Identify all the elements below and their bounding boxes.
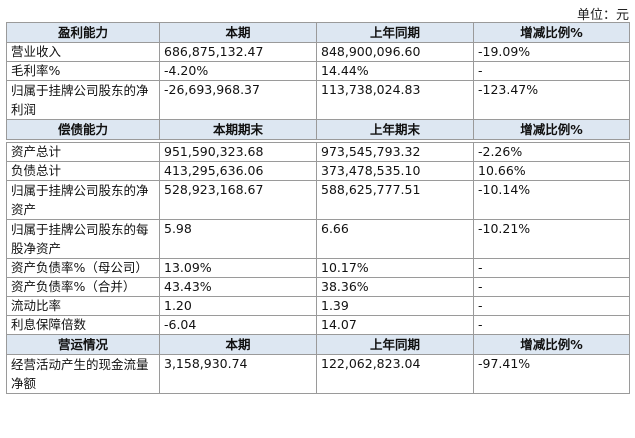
- row-label: 负债总计: [6, 161, 160, 181]
- cell-value: -: [473, 258, 630, 278]
- cell-value: 6.66: [316, 219, 474, 259]
- cell-value: 1.39: [316, 296, 474, 316]
- solvency-header-row: 偿债能力 本期期末 上年期末 增减比例%: [6, 119, 630, 140]
- column-header-prior-period: 上年同期: [316, 334, 474, 355]
- cell-value: -19.09%: [473, 42, 630, 62]
- row-label: 经营活动产生的现金流量净额: [6, 354, 160, 394]
- column-header-prior-year-end: 上年期末: [316, 119, 474, 140]
- operations-header-row: 营运情况 本期 上年同期 增减比例%: [6, 334, 630, 355]
- cell-value: 38.36%: [316, 277, 474, 297]
- table-row: 经营活动产生的现金流量净额 3,158,930.74 122,062,823.0…: [6, 354, 630, 394]
- cell-value: 10.66%: [473, 161, 630, 181]
- row-label: 归属于挂牌公司股东的净资产: [6, 180, 160, 220]
- cell-value: -: [473, 277, 630, 297]
- cell-value: 373,478,535.10: [316, 161, 474, 181]
- table-row: 利息保障倍数 -6.04 14.07 -: [6, 315, 630, 335]
- table-row: 归属于挂牌公司股东的每股净资产 5.98 6.66 -10.21%: [6, 219, 630, 259]
- cell-value: 113,738,024.83: [316, 80, 474, 120]
- table-row: 流动比率 1.20 1.39 -: [6, 296, 630, 316]
- cell-value: 973,545,793.32: [316, 142, 474, 162]
- row-label: 营业收入: [6, 42, 160, 62]
- table-row: 负债总计 413,295,636.06 373,478,535.10 10.66…: [6, 161, 630, 181]
- column-header-current-period: 本期: [159, 22, 317, 43]
- cell-value: 5.98: [159, 219, 317, 259]
- row-label: 毛利率%: [6, 61, 160, 81]
- row-label: 归属于挂牌公司股东的净利润: [6, 80, 160, 120]
- cell-value: 10.17%: [316, 258, 474, 278]
- cell-value: 951,590,323.68: [159, 142, 317, 162]
- row-label: 流动比率: [6, 296, 160, 316]
- cell-value: -97.41%: [473, 354, 630, 394]
- cell-value: 13.09%: [159, 258, 317, 278]
- cell-value: -6.04: [159, 315, 317, 335]
- cell-value: -123.47%: [473, 80, 630, 120]
- cell-value: -10.21%: [473, 219, 630, 259]
- cell-value: 686,875,132.47: [159, 42, 317, 62]
- financial-summary-table: 盈利能力 本期 上年同期 增减比例% 营业收入 686,875,132.47 8…: [6, 22, 630, 394]
- cell-value: -10.14%: [473, 180, 630, 220]
- table-row: 营业收入 686,875,132.47 848,900,096.60 -19.0…: [6, 42, 630, 62]
- cell-value: 14.44%: [316, 61, 474, 81]
- row-label: 资产总计: [6, 142, 160, 162]
- row-label: 利息保障倍数: [6, 315, 160, 335]
- table-row: 资产总计 951,590,323.68 973,545,793.32 -2.26…: [6, 142, 630, 162]
- column-header-current-period: 本期: [159, 334, 317, 355]
- row-label: 资产负债率%（母公司）: [6, 258, 160, 278]
- table-row: 归属于挂牌公司股东的净利润 -26,693,968.37 113,738,024…: [6, 80, 630, 120]
- cell-value: -2.26%: [473, 142, 630, 162]
- cell-value: 413,295,636.06: [159, 161, 317, 181]
- solvency-header-label: 偿债能力: [6, 119, 160, 140]
- cell-value: 588,625,777.51: [316, 180, 474, 220]
- row-label: 资产负债率%（合并）: [6, 277, 160, 297]
- cell-value: -4.20%: [159, 61, 317, 81]
- cell-value: 122,062,823.04: [316, 354, 474, 394]
- table-row: 资产负债率%（合并） 43.43% 38.36% -: [6, 277, 630, 297]
- column-header-period-end: 本期期末: [159, 119, 317, 140]
- column-header-change-pct: 增减比例%: [473, 119, 630, 140]
- cell-value: 14.07: [316, 315, 474, 335]
- cell-value: 848,900,096.60: [316, 42, 474, 62]
- table-row: 毛利率% -4.20% 14.44% -: [6, 61, 630, 81]
- cell-value: -: [473, 315, 630, 335]
- cell-value: -: [473, 61, 630, 81]
- table-row: 资产负债率%（母公司） 13.09% 10.17% -: [6, 258, 630, 278]
- cell-value: 528,923,168.67: [159, 180, 317, 220]
- profitability-header-label: 盈利能力: [6, 22, 160, 43]
- cell-value: 1.20: [159, 296, 317, 316]
- profitability-header-row: 盈利能力 本期 上年同期 增减比例%: [6, 22, 630, 43]
- unit-label: 单位：元: [576, 8, 629, 23]
- cell-value: -: [473, 296, 630, 316]
- column-header-change-pct: 增减比例%: [473, 22, 630, 43]
- table-row: 归属于挂牌公司股东的净资产 528,923,168.67 588,625,777…: [6, 180, 630, 220]
- cell-value: 3,158,930.74: [159, 354, 317, 394]
- row-label: 归属于挂牌公司股东的每股净资产: [6, 219, 160, 259]
- operations-header-label: 营运情况: [6, 334, 160, 355]
- column-header-prior-period: 上年同期: [316, 22, 474, 43]
- cell-value: -26,693,968.37: [159, 80, 317, 120]
- cell-value: 43.43%: [159, 277, 317, 297]
- column-header-change-pct: 增减比例%: [473, 334, 630, 355]
